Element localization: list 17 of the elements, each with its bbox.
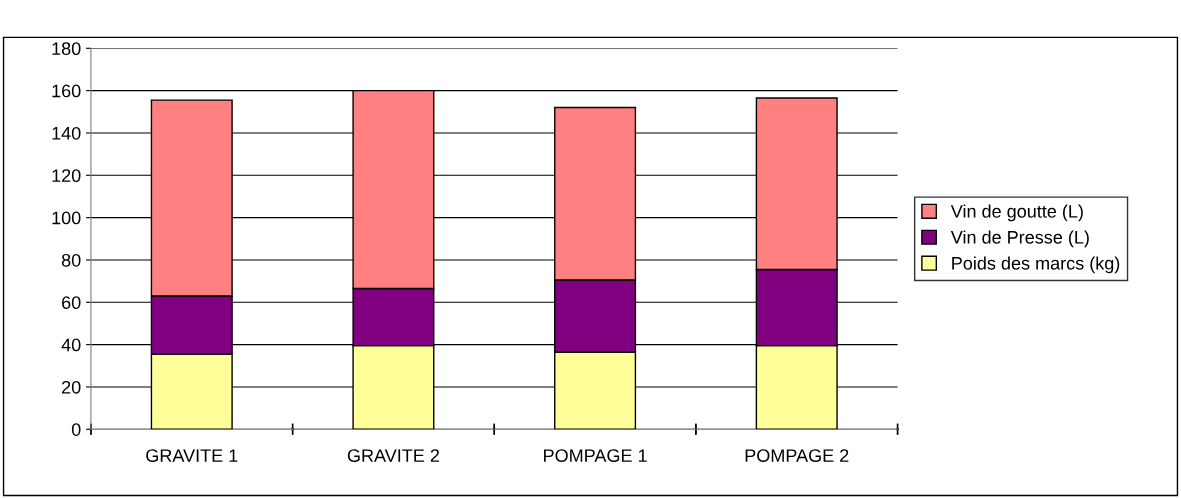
x-tick-label: POMPAGE 1 <box>544 449 647 462</box>
legend-label: Poids des marcs (kg) <box>952 256 1120 274</box>
y-tick-label: 80 <box>61 253 81 267</box>
x-tick-label: GRAVITE 2 <box>347 449 440 462</box>
x-tick-label: GRAVITE 1 <box>146 449 238 462</box>
y-tick-label: 40 <box>61 338 81 352</box>
y-tick-label: 100 <box>52 211 81 225</box>
y-tick-label: 20 <box>62 380 81 394</box>
x-tick-label: POMPAGE 2 <box>745 449 849 462</box>
legend-label: Vin de Presse (L) <box>950 230 1089 248</box>
y-tick-label: 60 <box>62 296 81 310</box>
y-tick-label: 180 <box>52 42 81 56</box>
y-tick-label: 0 <box>71 423 81 436</box>
legend-label: Vin de goutte (L) <box>950 204 1083 222</box>
y-tick-label: 140 <box>52 126 81 140</box>
y-tick-label: 120 <box>52 169 81 183</box>
y-tick-label: 160 <box>52 84 81 98</box>
